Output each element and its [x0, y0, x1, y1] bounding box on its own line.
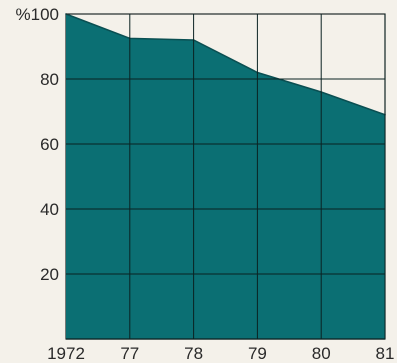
y-tick-label-100: %100 [16, 5, 59, 24]
x-tick-label-80: 80 [312, 344, 331, 363]
x-tick-label-1972: 1972 [47, 344, 85, 363]
x-tick-label-81: 81 [376, 344, 395, 363]
x-tick-label-79: 79 [248, 344, 267, 363]
x-tick-label-78: 78 [184, 344, 203, 363]
y-axis-labels: %100 80 60 40 20 [16, 5, 59, 284]
y-tick-label-80: 80 [40, 70, 59, 89]
series-line [65, 13, 386, 116]
x-axis-labels: 1972 77 78 79 80 81 [47, 344, 394, 363]
area-fill [66, 14, 385, 339]
x-tick-label-77: 77 [120, 344, 139, 363]
y-tick-label-60: 60 [40, 135, 59, 154]
y-tick-label-20: 20 [40, 265, 59, 284]
y-tick-label-40: 40 [40, 200, 59, 219]
plot-area [65, 13, 386, 340]
